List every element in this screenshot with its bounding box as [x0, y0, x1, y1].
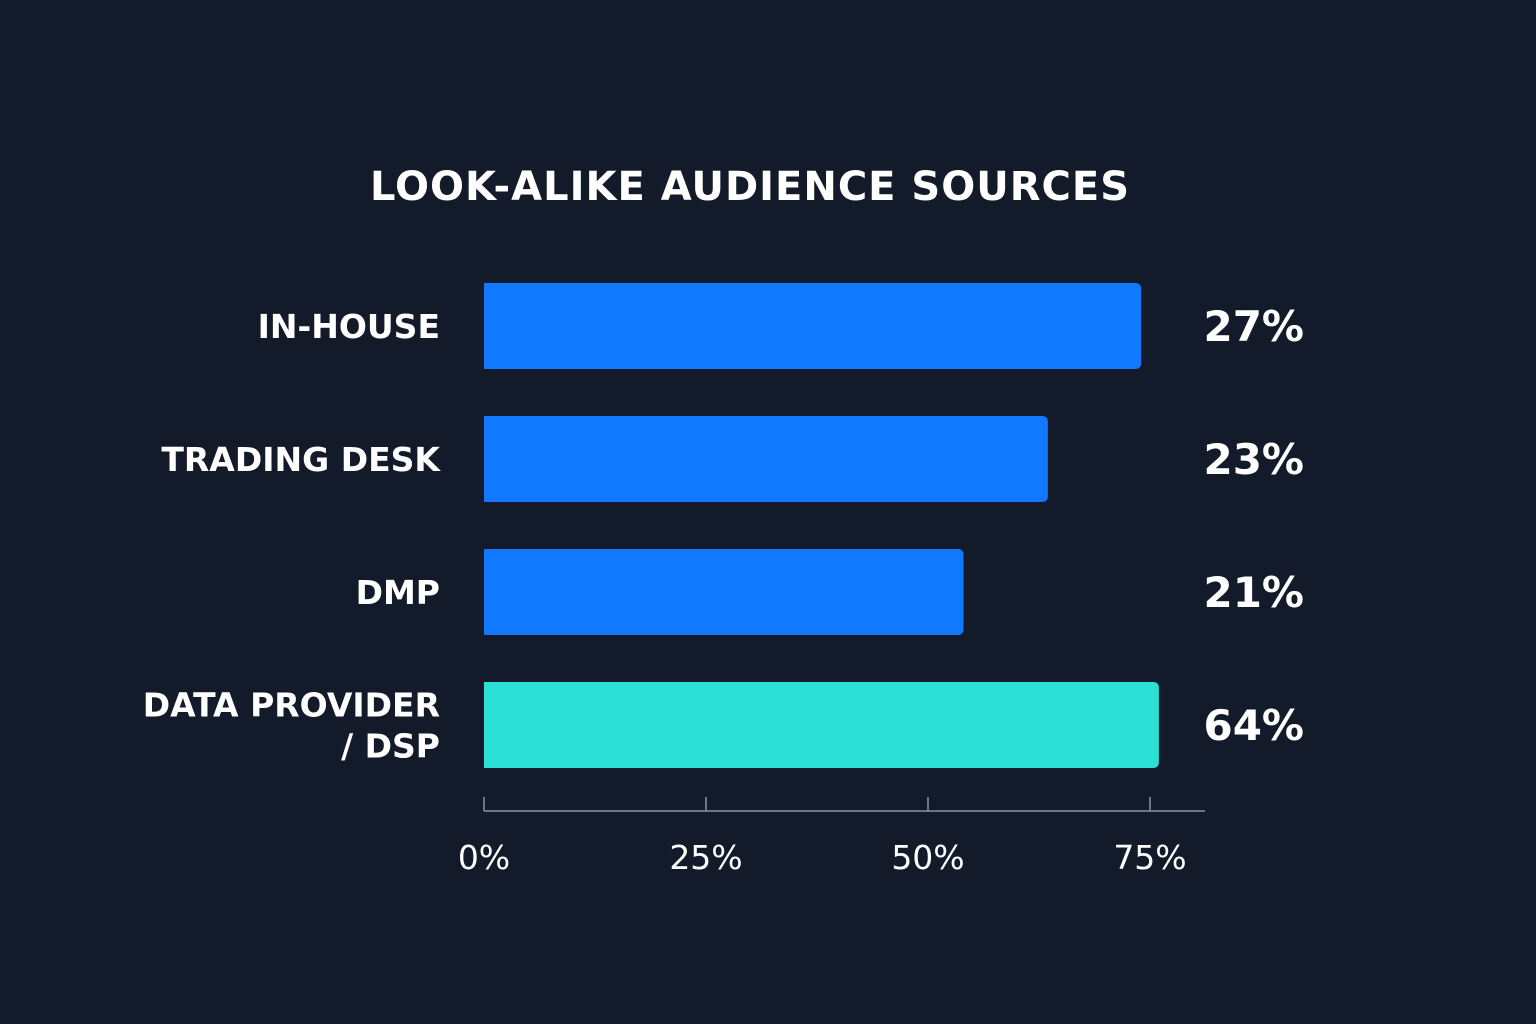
bar-0	[484, 283, 1142, 369]
x-tick-label: 75%	[1113, 838, 1186, 877]
category-label: IN-HOUSE	[258, 307, 440, 346]
category-label: DATA PROVIDER	[143, 686, 440, 725]
category-label: TRADING DESK	[161, 440, 441, 479]
data-label: 23%	[1203, 435, 1304, 484]
data-label: 21%	[1203, 568, 1304, 617]
x-tick-label: 0%	[458, 838, 510, 877]
bar-1	[484, 416, 1048, 502]
category-label: DMP	[356, 573, 440, 612]
x-tick-label: 25%	[669, 838, 742, 877]
bar-2	[484, 549, 964, 635]
bar-3	[484, 682, 1159, 768]
chart-title: LOOK-ALIKE AUDIENCE SOURCES	[370, 164, 1130, 210]
x-tick-label: 50%	[891, 838, 964, 877]
data-label: 27%	[1203, 302, 1304, 351]
category-label: / DSP	[341, 727, 440, 766]
data-label: 64%	[1203, 701, 1304, 750]
